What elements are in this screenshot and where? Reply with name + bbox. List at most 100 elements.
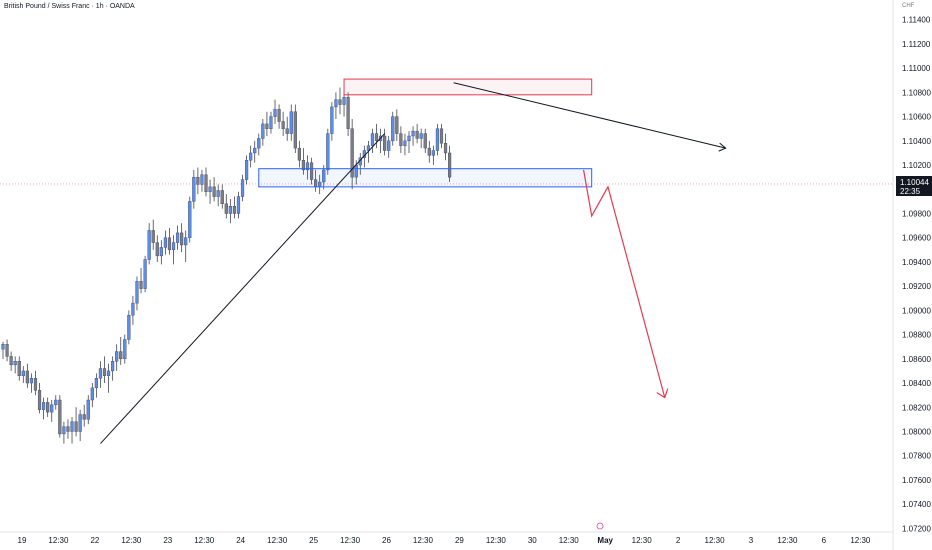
candle-bull [184,237,188,246]
candle-bull [403,140,407,146]
candle-bear [167,237,172,251]
candle-bull [175,232,180,243]
candle-bull [159,247,163,257]
drawings-layer [100,78,727,530]
candle-bull [70,421,74,432]
candle-bull [200,174,204,185]
candle-bear [212,186,216,197]
candle-bear [301,160,306,171]
price-tick-label: 1.09000 [902,306,931,315]
price-tick-label: 1.11200 [902,40,931,49]
currency-label: CHF [902,3,915,9]
candle-bull [273,109,277,117]
candle-bear [46,402,50,413]
time-tick-label: 26 [382,536,391,545]
time-tick-label: 30 [528,536,537,545]
time-tick-label: 6 [822,536,827,545]
candle-bull [370,133,375,146]
candle-bull [366,145,370,151]
candle-bull [13,361,17,366]
candle-bear [383,135,387,151]
time-tick-label: 12:30 [559,536,580,545]
candle-bull [42,402,46,410]
badge-countdown: 22:35 [900,187,921,196]
candle-bull [192,176,196,202]
falling-trendline [453,82,726,149]
candle-bull [163,237,167,248]
time-tick-label: 29 [455,536,464,545]
candle-bull [78,414,82,432]
candle-bear [220,190,224,205]
time-tick-label: 12:30 [850,536,871,545]
price-tick-label: 1.08000 [902,427,931,436]
candle-bull [322,169,326,183]
projection-arrowhead [656,388,669,399]
price-tick-label: 1.07200 [902,524,931,533]
candle-bull [111,361,115,372]
candle-bear [74,421,78,432]
candle-bear [180,232,184,246]
candle-bull [29,378,34,384]
price-tick-label: 1.09400 [902,258,931,267]
candle-bull [228,206,232,214]
last-price-badge: 1.10044 22:35 [896,176,932,196]
candle-bull [21,370,25,376]
candle-bear [102,368,107,376]
candle-bear [423,133,427,149]
badge-price: 1.10044 [900,178,929,187]
price-tick-label: 1.07800 [902,452,931,461]
candle-bull [269,116,273,129]
candle-bull [249,152,253,161]
time-tick-label: 12:30 [194,536,215,545]
candle-bull [115,351,119,362]
candle-bear [37,390,42,410]
price-tick-label: 1.08800 [902,331,931,340]
candle-bull [208,186,212,192]
time-tick-label: 12:30 [632,536,653,545]
price-tick-label: 1.10800 [902,88,931,97]
candle-bear [5,344,9,357]
time-tick-label: 12:30 [486,536,507,545]
candle-bull [330,106,334,134]
candle-bull [216,190,220,197]
time-tick-label: 23 [163,536,172,545]
badge-background [896,176,932,196]
price-tick-label: 1.09800 [902,210,931,219]
candle-bear [204,174,208,192]
candle-bull [261,123,265,139]
support-zone [258,168,593,188]
candle-bear [119,351,123,360]
price-tick-label: 1.08200 [902,403,931,412]
price-tick-label: 1.09600 [902,234,931,243]
candle-bear [415,130,419,139]
resistance-zone [343,78,593,96]
price-tick-label: 1.07600 [902,476,931,485]
candle-bull [62,426,66,435]
candle-bear [155,242,159,257]
candle-bull [127,315,131,340]
candle-bull [131,302,135,316]
candle-bear [427,147,431,156]
candle-bull [253,147,257,154]
candle-bull [123,339,127,360]
symbol-title: British Pound / Swiss Franc · 1h · OANDA [4,3,135,10]
candle-bull [50,404,54,413]
price-tick-label: 1.08600 [902,355,931,364]
time-tick-label: 12:30 [48,536,69,545]
candle-bull [106,370,111,376]
candle-bear [58,399,62,435]
candle-bull [188,201,192,238]
candle-bull [431,150,435,156]
candle-bull [86,399,90,420]
candle-bull [387,140,391,151]
candle-bear [265,123,269,129]
time-tick-label: 12:30 [267,536,288,545]
trendline-arrowhead [718,142,727,152]
candle-bear [346,97,350,129]
candle-bull [407,135,411,142]
candle-bear [448,152,452,178]
price-tick-label: 1.07400 [902,500,931,509]
time-tick-label: 3 [749,536,754,545]
candle-bull [326,133,330,171]
